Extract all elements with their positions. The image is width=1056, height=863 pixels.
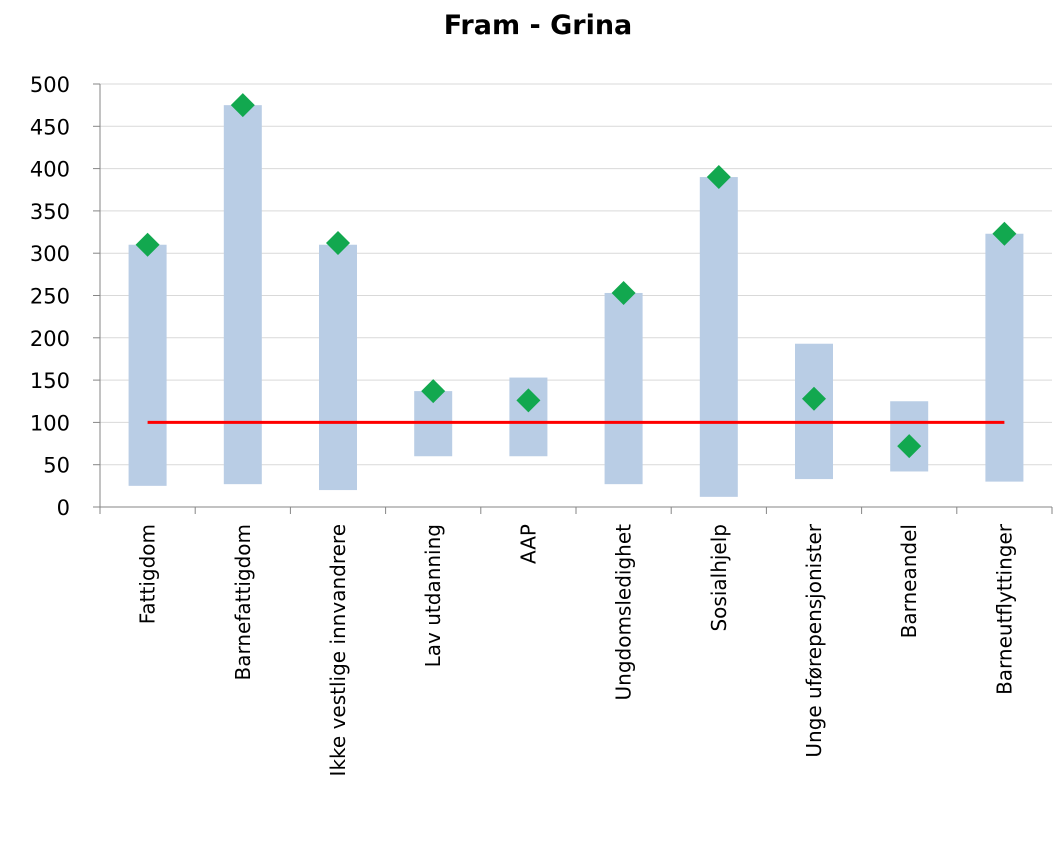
y-tick-label: 100 — [30, 411, 70, 435]
data-marker — [230, 93, 255, 118]
y-tick-label: 500 — [30, 73, 70, 97]
x-tick-label: AAP — [516, 524, 540, 564]
range-bars — [128, 105, 1024, 497]
chart-title: Fram - Grina — [444, 10, 633, 41]
data-marker — [897, 434, 922, 459]
range-bar — [699, 177, 738, 497]
x-tick-label: Barneutflyttinger — [992, 523, 1016, 695]
y-tick-label: 200 — [30, 327, 70, 351]
x-tick-label: Lav utdanning — [421, 524, 445, 667]
y-tick-label: 50 — [43, 454, 70, 478]
data-marker — [706, 165, 731, 190]
x-tick-label: Ungdomsledighet — [612, 524, 636, 701]
x-tick-label: Ikke vestlige innvandrere — [326, 524, 350, 776]
range-bar — [604, 292, 643, 485]
y-tick-label: 350 — [30, 200, 70, 224]
y-tick-label: 450 — [30, 115, 70, 139]
data-marker — [992, 221, 1017, 246]
x-tick-label: Fattigdom — [136, 524, 160, 624]
range-bar — [128, 244, 167, 486]
y-tick-label: 0 — [57, 496, 70, 520]
data-marker — [135, 232, 160, 257]
x-tick-labels: Fattigdom Barnefattigdom Ikke vestlige inn… — [136, 523, 1017, 776]
data-marker — [611, 280, 636, 305]
y-tick-labels: 0 50 100 150 200 250 300 350 400 450 500 — [30, 73, 70, 520]
x-tick-label: Barnefattigdom — [231, 524, 255, 680]
markers — [135, 93, 1017, 459]
x-tick-label: Unge uførepensjonister — [802, 523, 826, 757]
range-bar — [985, 233, 1024, 482]
axes — [93, 83, 1053, 514]
data-marker — [516, 388, 541, 413]
data-marker — [421, 379, 446, 404]
range-bar — [319, 244, 357, 491]
range-bar — [795, 343, 833, 480]
y-tick-label: 150 — [30, 369, 70, 393]
y-tick-label: 250 — [30, 285, 70, 309]
range-bar — [223, 105, 262, 485]
x-tick-label: Barneandel — [897, 524, 921, 638]
y-tick-label: 400 — [30, 158, 70, 182]
data-marker — [326, 231, 350, 256]
y-tick-label: 300 — [30, 242, 70, 266]
data-marker — [802, 386, 826, 411]
x-tick-label: Sosialhjelp — [707, 524, 731, 632]
